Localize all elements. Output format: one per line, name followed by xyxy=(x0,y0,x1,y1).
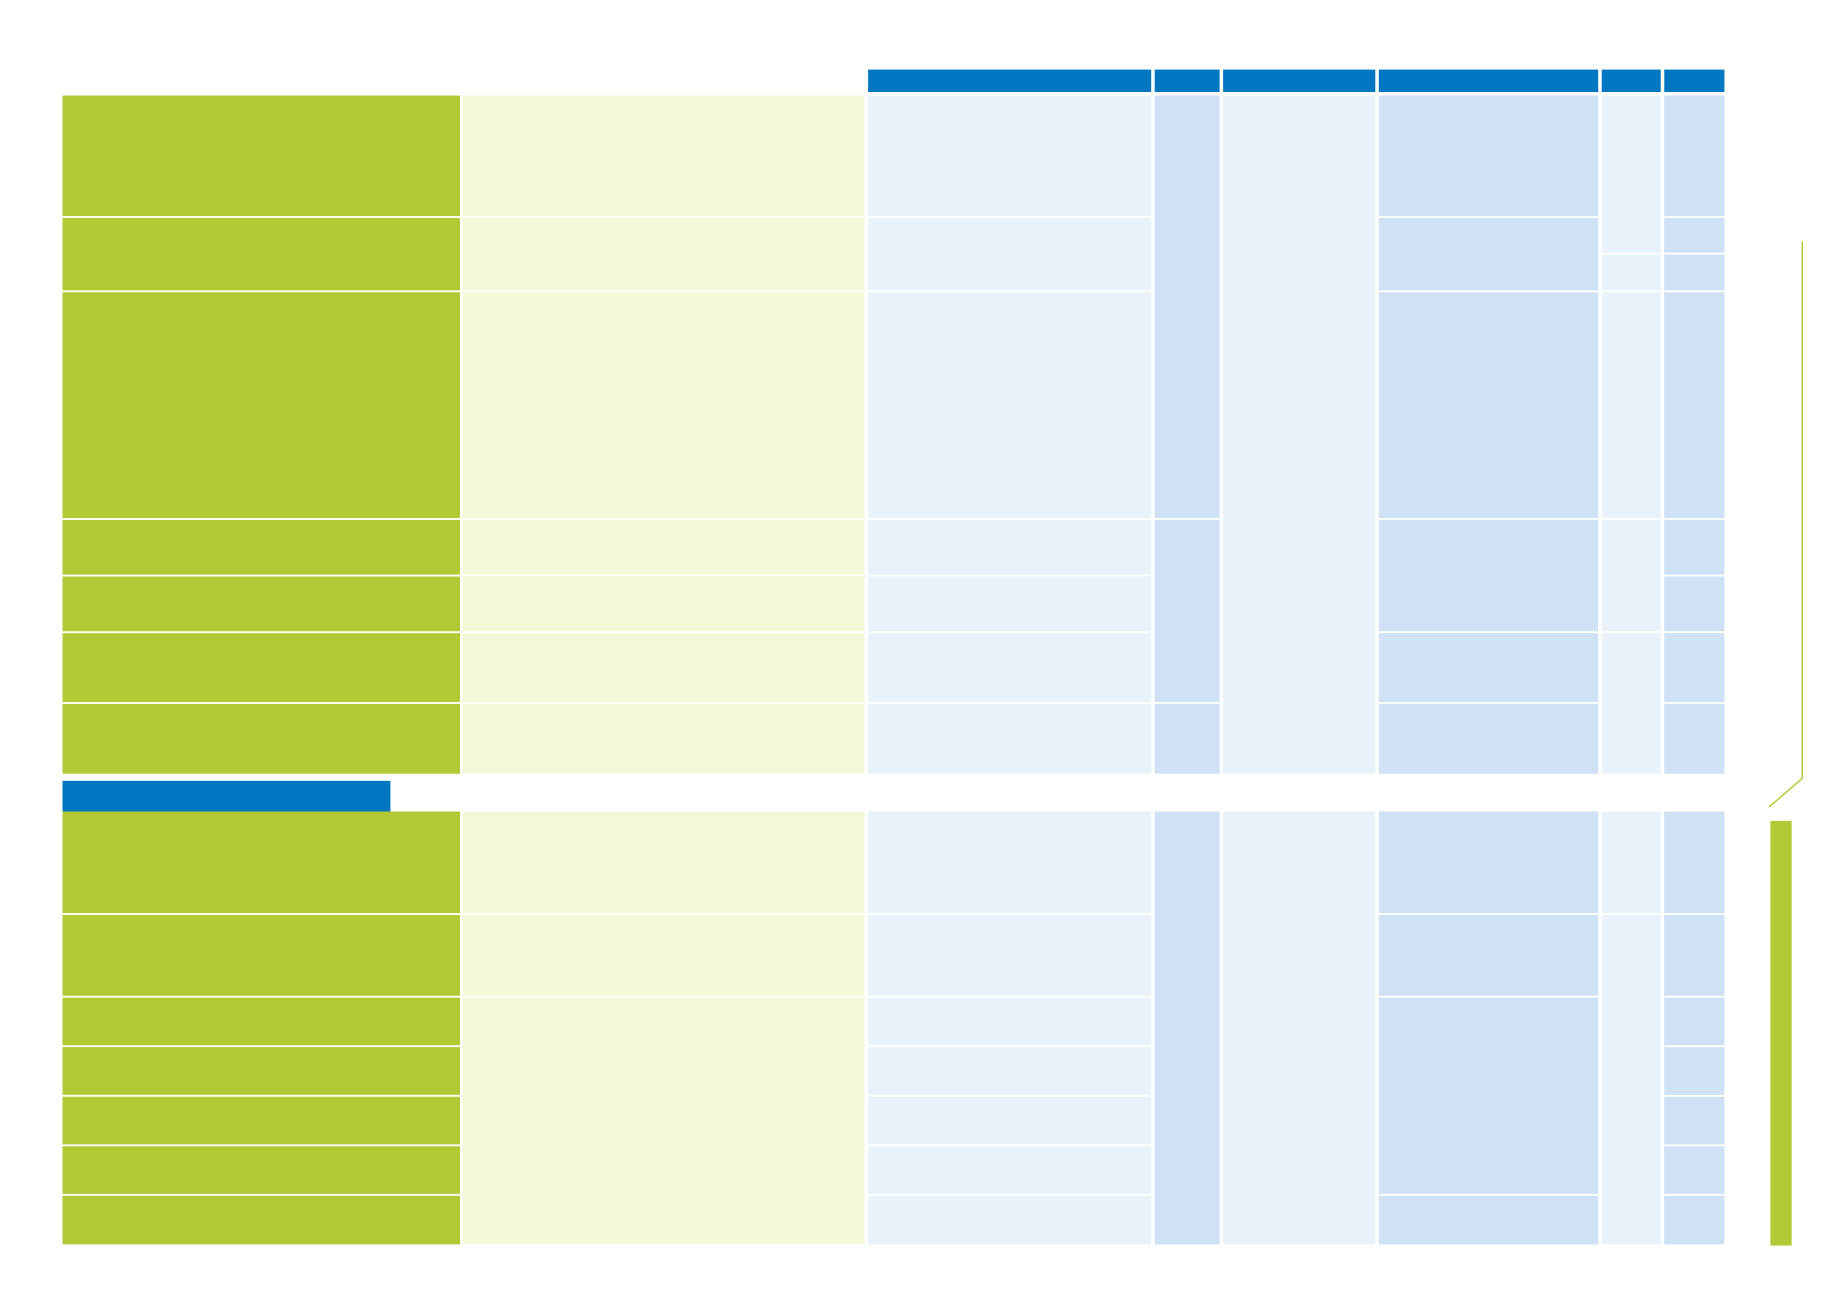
column-header xyxy=(1601,69,1661,93)
section-header xyxy=(62,780,391,812)
cell-block xyxy=(462,95,865,774)
column-header xyxy=(868,69,1152,93)
cell-block xyxy=(1664,811,1725,1245)
cell-block xyxy=(1601,811,1661,1245)
cell-block xyxy=(62,811,461,1245)
cell-block xyxy=(1664,95,1725,774)
cell-block xyxy=(1154,95,1220,774)
cell-block xyxy=(1378,811,1599,1245)
cell-block xyxy=(462,811,865,1245)
column-header xyxy=(1378,69,1599,93)
cell-block xyxy=(868,95,1152,774)
column-header xyxy=(1223,69,1376,93)
table-cells xyxy=(62,69,1725,1245)
side-bracket xyxy=(1768,241,1803,808)
cell-block xyxy=(1601,95,1661,774)
side-bar xyxy=(1770,820,1792,1246)
cell-block xyxy=(62,95,461,774)
cell-block xyxy=(1223,95,1376,774)
column-header xyxy=(1154,69,1220,93)
row-dividers xyxy=(62,216,1725,1196)
cell-block xyxy=(1154,811,1220,1245)
cell-block xyxy=(1223,811,1376,1245)
column-header xyxy=(1664,69,1725,93)
cell-block xyxy=(1378,95,1599,774)
cell-block xyxy=(868,811,1152,1245)
